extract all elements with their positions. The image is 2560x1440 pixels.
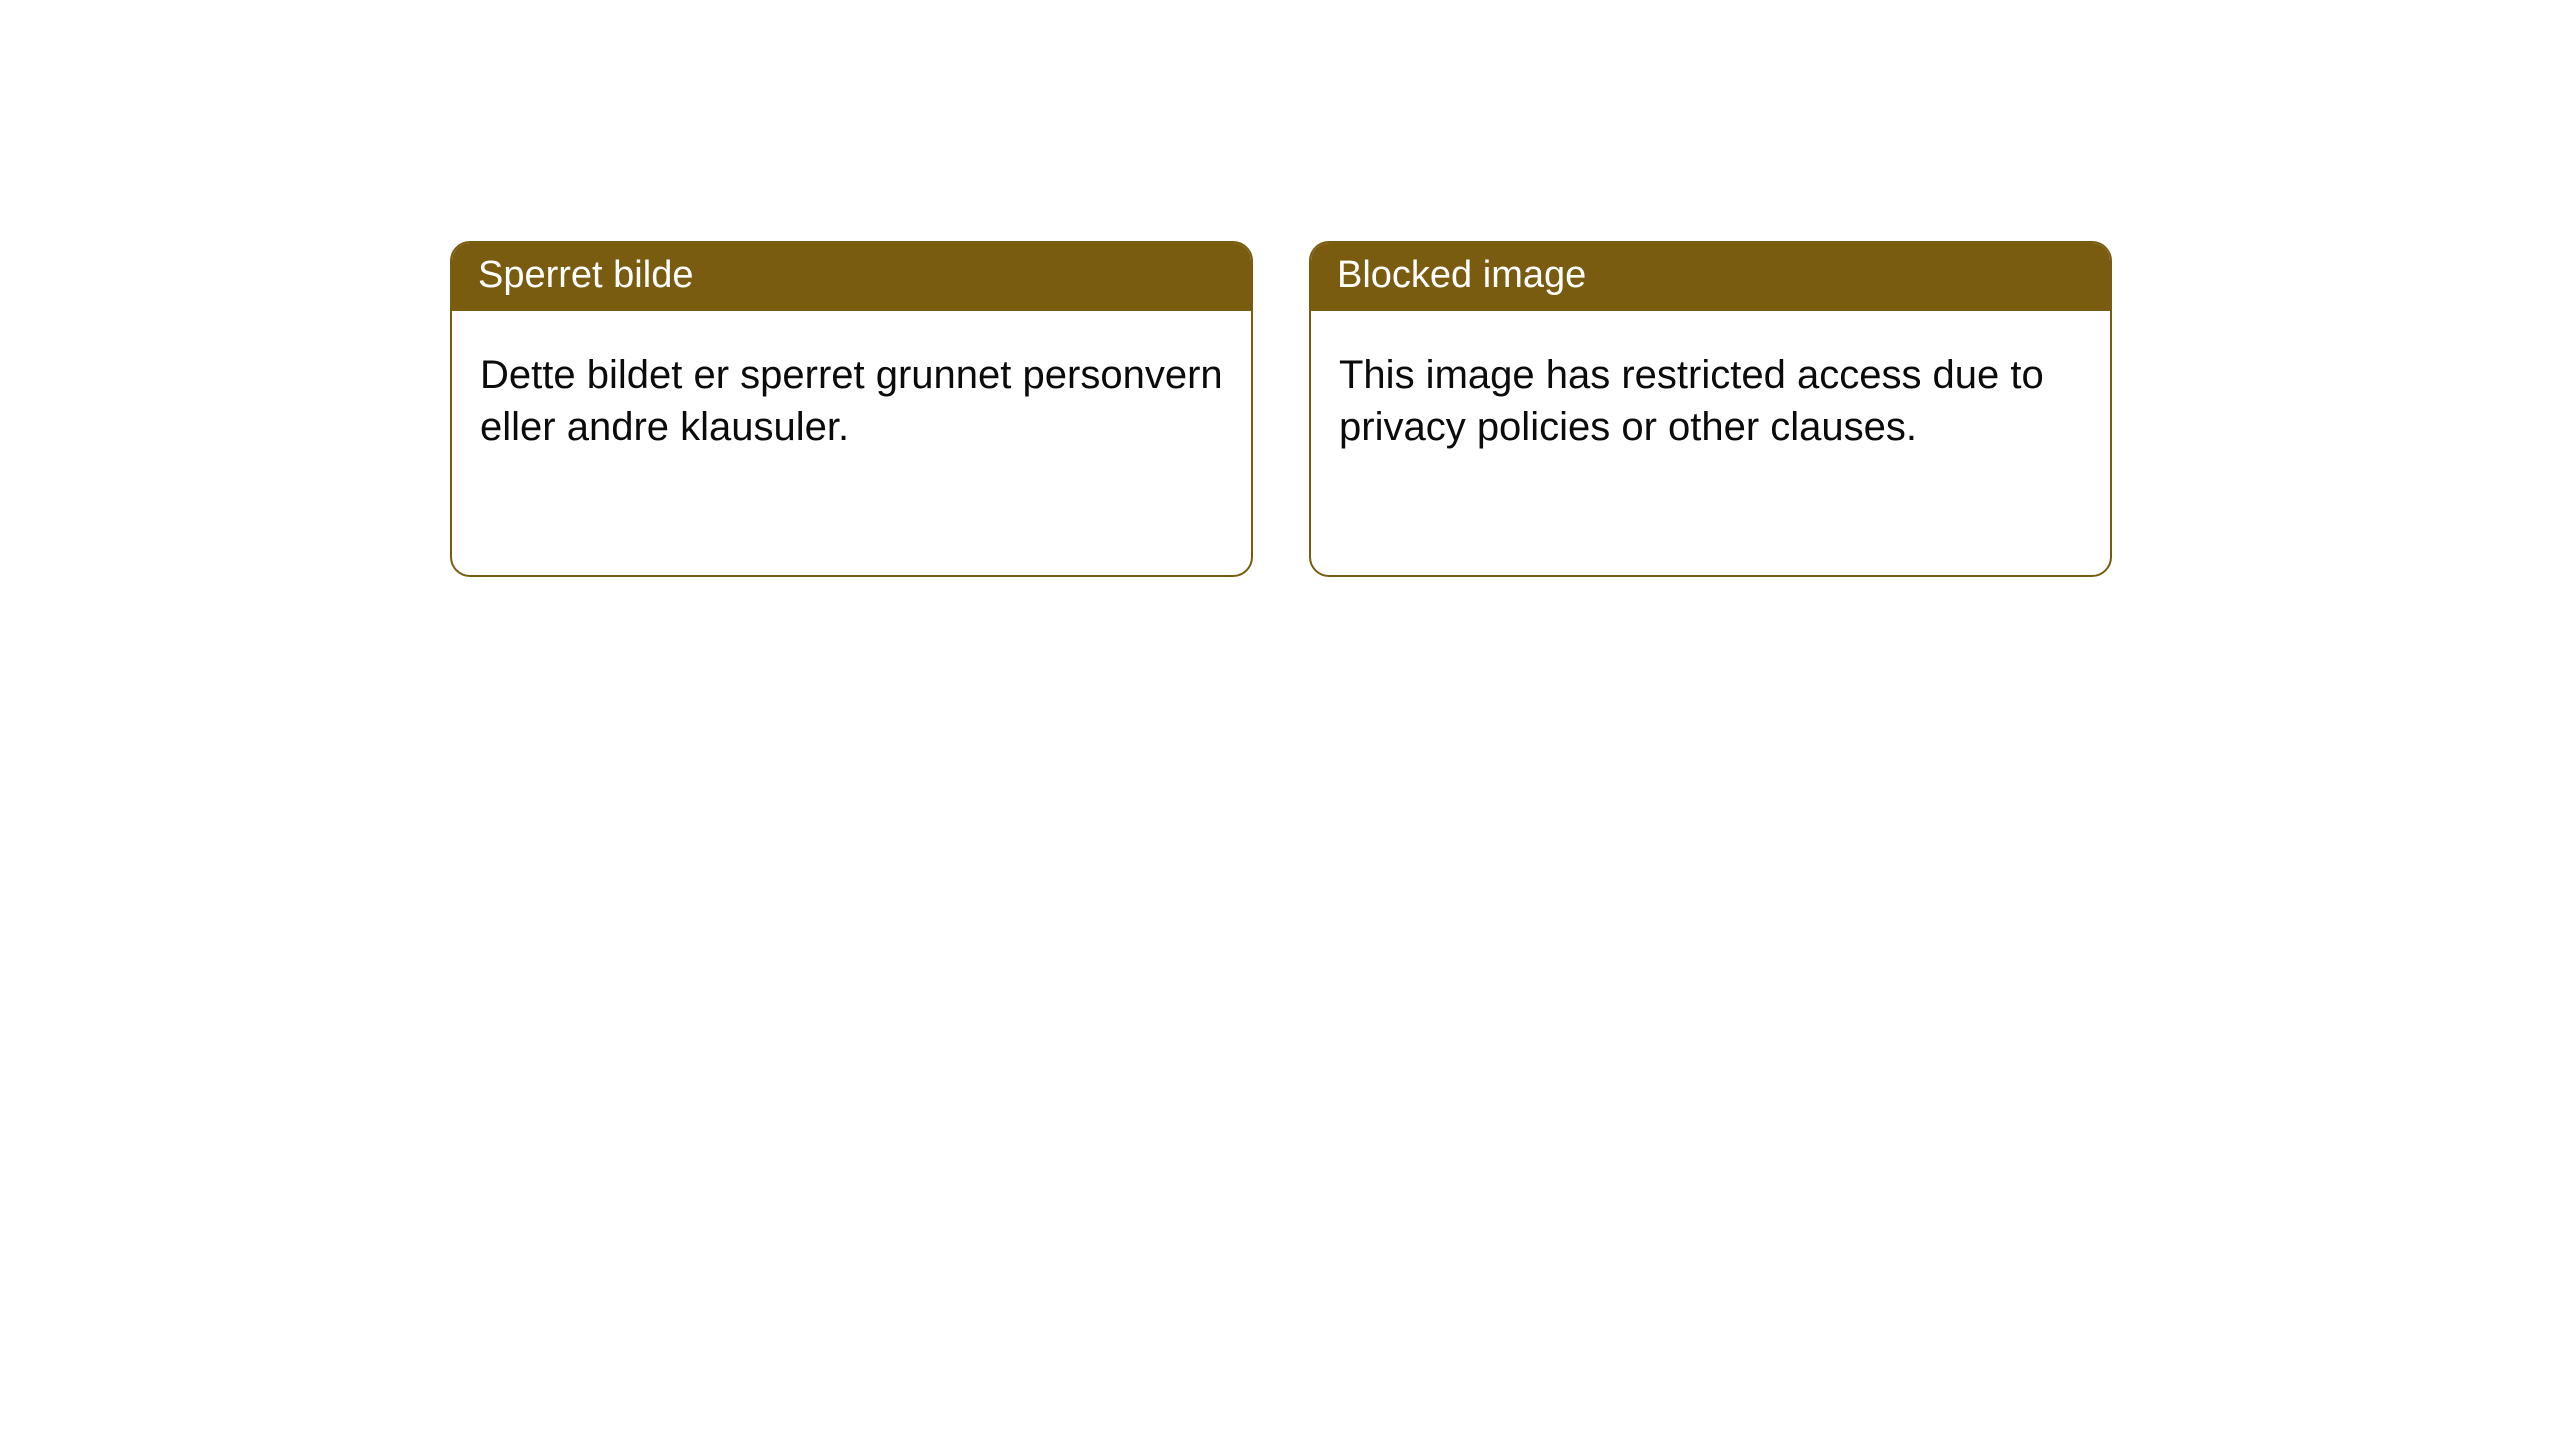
notice-title: Sperret bilde	[452, 243, 1251, 311]
notice-body: Dette bildet er sperret grunnet personve…	[452, 311, 1251, 483]
notice-container: Sperret bilde Dette bildet er sperret gr…	[450, 241, 2112, 577]
notice-card-norwegian: Sperret bilde Dette bildet er sperret gr…	[450, 241, 1253, 577]
notice-title: Blocked image	[1311, 243, 2110, 311]
notice-card-english: Blocked image This image has restricted …	[1309, 241, 2112, 577]
notice-body: This image has restricted access due to …	[1311, 311, 2110, 483]
